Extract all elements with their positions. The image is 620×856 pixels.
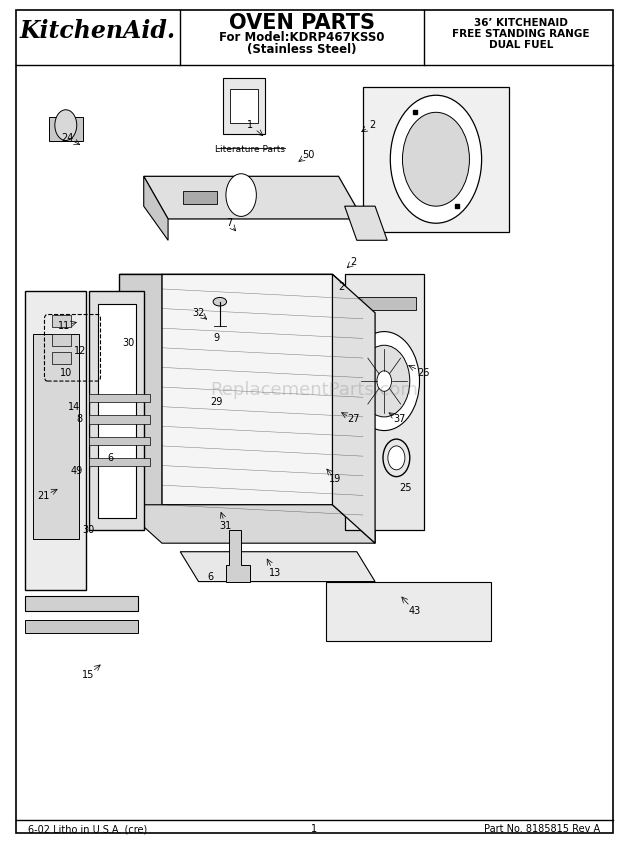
Text: 30: 30 [122,337,135,348]
Bar [53,352,71,364]
Text: 43: 43 [409,606,421,616]
Circle shape [377,371,391,391]
Bar [184,191,217,205]
Text: 1: 1 [247,120,254,130]
Circle shape [388,446,405,470]
Text: 6: 6 [107,453,113,463]
Text: 6-02 Litho in U.S.A. (cre): 6-02 Litho in U.S.A. (cre) [28,824,148,834]
Bar [25,596,138,611]
Bar [53,334,71,346]
Text: 12: 12 [74,346,86,356]
Polygon shape [326,581,491,641]
Polygon shape [345,206,388,241]
Text: Literature Parts: Literature Parts [215,145,285,154]
Polygon shape [180,552,375,581]
Polygon shape [120,275,375,312]
Text: 2: 2 [339,282,345,292]
Text: 10: 10 [60,367,72,377]
Bar [351,297,417,310]
Text: 7: 7 [226,218,232,229]
Text: KitchenAid.: KitchenAid. [20,19,176,44]
Circle shape [55,110,77,140]
Polygon shape [332,275,375,544]
Bar [33,334,79,539]
Text: 19: 19 [329,474,342,484]
Bar [230,89,258,123]
Text: 25: 25 [399,483,412,493]
Text: 31: 31 [219,521,232,531]
Bar [89,415,150,424]
Bar [223,78,265,134]
Text: 21: 21 [37,491,50,502]
Bar [50,117,83,141]
Text: 9: 9 [214,333,220,343]
Text: 13: 13 [268,568,281,578]
Text: 11: 11 [58,321,71,330]
Text: 32: 32 [192,308,205,318]
Text: 2: 2 [351,257,357,266]
Bar [98,304,136,518]
Text: DUAL FUEL: DUAL FUEL [489,40,554,50]
Polygon shape [226,531,250,581]
Text: 29: 29 [211,397,223,407]
Text: 26: 26 [418,367,430,377]
Polygon shape [25,292,86,590]
Bar [89,394,150,402]
Text: (Stainless Steel): (Stainless Steel) [247,43,356,56]
Text: 49: 49 [71,466,83,476]
Circle shape [358,345,410,417]
Polygon shape [363,86,509,232]
Bar [89,437,150,445]
Bar [25,620,138,633]
Text: 1: 1 [311,824,317,834]
Text: 37: 37 [393,414,405,425]
Bar [89,458,150,467]
Text: ReplacementParts.com: ReplacementParts.com [210,381,418,399]
Text: 30: 30 [83,526,95,535]
Text: 15: 15 [81,670,94,681]
Bar [53,315,71,327]
Polygon shape [345,275,424,531]
Text: 2: 2 [369,120,375,130]
Text: Part No. 8185815 Rev A: Part No. 8185815 Rev A [484,824,600,834]
Polygon shape [162,275,375,544]
Polygon shape [89,292,144,531]
Circle shape [349,331,420,431]
Circle shape [391,95,482,223]
Text: OVEN PARTS: OVEN PARTS [229,13,375,33]
Text: For Model:KDRP467KSS0: For Model:KDRP467KSS0 [219,31,385,44]
Text: FREE STANDING RANGE: FREE STANDING RANGE [453,29,590,39]
Text: 27: 27 [348,414,360,425]
Circle shape [402,112,469,206]
Text: 8: 8 [77,414,83,425]
Polygon shape [120,275,162,505]
Text: 36’ KITCHENAID: 36’ KITCHENAID [474,18,568,27]
Circle shape [226,174,256,217]
Polygon shape [144,176,168,241]
Polygon shape [144,176,363,219]
Ellipse shape [213,297,226,306]
Text: 24: 24 [61,133,74,143]
Text: 6: 6 [208,573,214,582]
Text: 14: 14 [68,401,80,412]
Polygon shape [120,505,375,544]
Text: 50: 50 [302,150,314,160]
